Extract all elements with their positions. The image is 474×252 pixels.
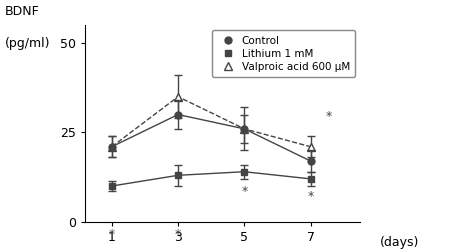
Text: *: * bbox=[109, 228, 115, 241]
Legend: Control, Lithium 1 mM, Valproic acid 600 μM: Control, Lithium 1 mM, Valproic acid 600… bbox=[212, 30, 355, 77]
Text: *: * bbox=[326, 110, 332, 123]
Text: *: * bbox=[308, 190, 314, 203]
Text: *: * bbox=[241, 185, 247, 198]
Text: BDNF: BDNF bbox=[5, 5, 39, 18]
Text: *: * bbox=[175, 228, 181, 241]
Text: (days): (days) bbox=[380, 236, 419, 248]
Text: (pg/ml): (pg/ml) bbox=[5, 37, 50, 50]
